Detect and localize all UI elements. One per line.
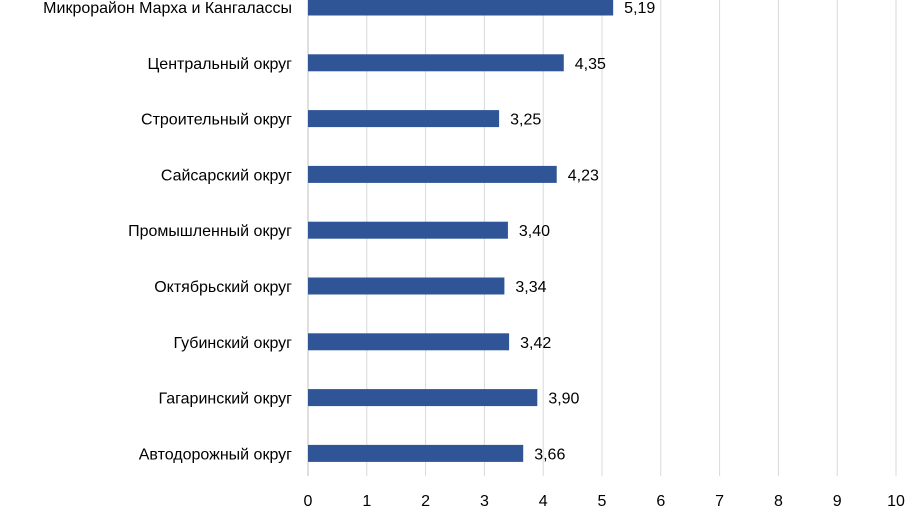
category-label: Губинский округ [174,335,293,352]
x-tick-label: 0 [304,493,313,508]
x-tick-label: 5 [598,493,607,508]
value-label: 4,35 [575,56,606,73]
bar [308,110,500,128]
category-labels: Микрорайон Марха и Кангалассы Центральный… [43,0,292,463]
category-label: Строительный округ [141,112,292,129]
value-label: 3,40 [519,223,550,240]
value-label: 5,19 [624,0,655,17]
value-label: 3,42 [520,335,551,352]
bar [308,389,538,407]
x-tick-label: 2 [421,493,430,508]
value-labels: 5,19 4,35 3,25 4,23 3,40 3,34 3,42 3,90 3,66 [510,0,655,463]
bar [308,333,510,351]
value-label: 3,34 [515,279,546,296]
x-tick-label: 6 [656,493,665,508]
x-tick-label: 8 [774,493,783,508]
x-tick-label: 7 [715,493,724,508]
bar [308,444,524,462]
category-label: Автодорожный округ [139,446,292,463]
x-tick-label: 9 [833,493,842,508]
category-label: Микрорайон Марха и Кангалассы [43,0,292,17]
x-axis-ticks: 0 1 2 3 4 5 6 7 8 9 10 [304,493,905,508]
grid-lines [307,0,897,476]
bar [308,0,614,16]
x-tick-label: 3 [480,493,489,508]
bar [308,221,508,239]
category-label: Промышленный округ [128,223,292,240]
value-label: 3,25 [510,112,541,129]
category-label: Сайсарский округ [161,167,292,184]
bar [308,165,557,183]
value-label: 3,66 [534,446,565,463]
bar [308,277,505,295]
category-label: Октябрьский округ [154,279,292,296]
bars [308,0,614,462]
value-label: 3,90 [548,391,579,408]
x-tick-label: 10 [887,493,905,508]
bar [308,54,564,72]
category-label: Гагаринский округ [159,391,293,408]
x-tick-label: 1 [362,493,371,508]
value-label: 4,23 [568,167,599,184]
x-tick-label: 4 [539,493,548,508]
category-label: Центральный округ [147,56,292,73]
